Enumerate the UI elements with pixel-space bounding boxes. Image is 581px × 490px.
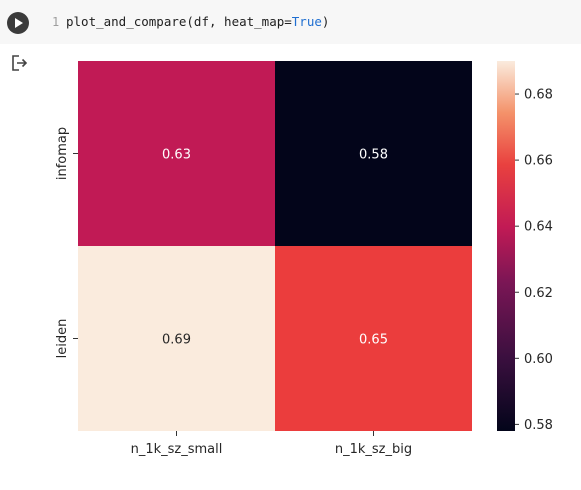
colorbar-tick-label: 0.68 <box>524 88 553 103</box>
x-tick-label: n_1k_sz_small <box>131 442 223 457</box>
heatmap-cell-leiden-n_1k_sz_big <box>275 246 472 431</box>
heatmap-cell-infomap-n_1k_sz_big <box>275 61 472 246</box>
line-number: 1 <box>52 15 60 29</box>
heatmap-cell-infomap-n_1k_sz_small <box>78 61 275 246</box>
colorbar-tick-label: 0.66 <box>524 154 553 169</box>
code-line[interactable]: plot_and_compare(df, heat_map=True) <box>66 14 329 29</box>
run-cell-button[interactable] <box>7 12 29 34</box>
code-close-paren: ) <box>321 14 330 29</box>
cell-annotation: 0.63 <box>162 148 191 163</box>
colorbar-tick-label: 0.64 <box>524 220 553 235</box>
heatmap-cell-leiden-n_1k_sz_small <box>78 246 275 431</box>
y-tick-label: infomap <box>55 127 70 180</box>
y-tick-label: leiden <box>55 319 70 359</box>
code-function-call: plot_and_compare(df, heat_map= <box>66 14 292 29</box>
heatmap-chart: 0.63 0.58 0.69 0.65 n_1k_sz_small n_1k_sz_bi… <box>55 61 553 457</box>
colorbar <box>497 61 515 431</box>
cell-annotation: 0.58 <box>359 148 388 163</box>
colorbar-tick-label: 0.58 <box>524 418 553 433</box>
x-tick-label: n_1k_sz_big <box>335 442 412 457</box>
play-icon <box>15 18 23 28</box>
cell-annotation: 0.65 <box>359 333 388 348</box>
code-cell[interactable]: 1 plot_and_compare(df, heat_map=True) <box>0 0 581 44</box>
colorbar-tick-label: 0.60 <box>524 352 553 367</box>
code-keyword-value: True <box>291 14 322 29</box>
output-exit-icon[interactable] <box>10 54 28 72</box>
colorbar-tick-label: 0.62 <box>524 286 553 301</box>
cell-annotation: 0.69 <box>162 333 191 348</box>
